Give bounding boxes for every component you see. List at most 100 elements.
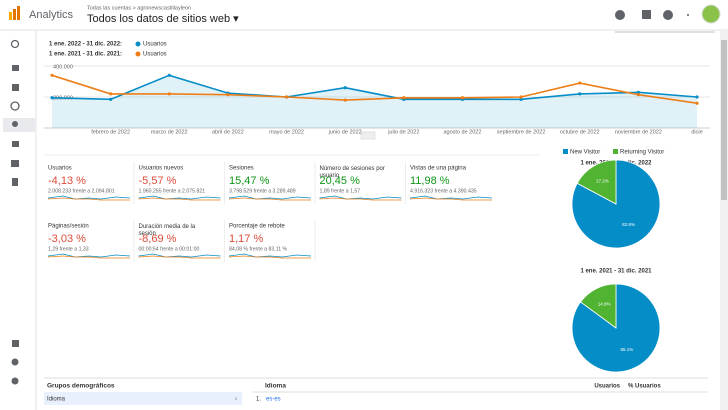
legend-swatch <box>563 149 568 154</box>
x-tick-label: octubre de 2022 <box>560 129 600 135</box>
x-tick-label: septiembre de 2022 <box>497 129 546 135</box>
selected-row[interactable] <box>44 392 242 405</box>
area <box>52 75 697 128</box>
metric-compare: 1,29 frente a 1,33 <box>48 246 89 252</box>
metric-change: -8,69 % <box>139 233 177 245</box>
slice-label: 17.2% <box>596 179 609 184</box>
sparkline <box>228 255 311 259</box>
point <box>109 97 113 101</box>
section-title: Grupos demográficos <box>47 383 115 390</box>
metric-compare: 00:00:54 frente a 00:01:00 <box>139 246 200 252</box>
metric-name[interactable]: Vistas de una página <box>410 166 467 172</box>
x-tick-label: mayo de 2022 <box>269 129 304 135</box>
legend-label: Returning Visitor <box>620 150 664 156</box>
point <box>167 92 171 96</box>
legend-swatch <box>135 51 141 57</box>
scroll-thumb[interactable] <box>721 40 727 200</box>
x-tick-label: junio de 2022 <box>328 129 362 135</box>
metric-change: 1,17 % <box>229 233 263 245</box>
point <box>578 92 582 96</box>
sparkline <box>47 253 131 258</box>
sparkline <box>409 195 493 200</box>
point <box>519 97 523 101</box>
metric-name[interactable]: Sesiones <box>229 166 254 172</box>
point <box>636 90 640 94</box>
metric-change: 15,47 % <box>229 175 270 187</box>
slice-label: 85.1% <box>621 347 634 352</box>
metric-name[interactable]: Usuarios nuevos <box>139 166 184 172</box>
sparkline <box>138 197 221 201</box>
x-tick-label: dicie <box>691 129 702 135</box>
breadcrumb[interactable]: Todas las cuentas > agronewscastillayleo… <box>87 5 191 11</box>
avatar[interactable] <box>701 4 721 24</box>
metric-name[interactable]: Número de sesiones por usuario <box>320 166 385 179</box>
sparkline <box>319 195 402 200</box>
sparkline <box>228 253 312 258</box>
legend-swatch <box>135 41 141 47</box>
date-box <box>615 31 715 33</box>
slice-label: 82.8% <box>622 222 635 227</box>
point <box>50 73 54 77</box>
point <box>636 93 640 97</box>
logo <box>9 6 20 20</box>
point <box>50 96 54 100</box>
row-index: 1. <box>256 397 261 403</box>
x-tick-label: julio de 2022 <box>387 129 419 135</box>
legend-swatch <box>613 149 618 154</box>
top-bar <box>0 0 728 30</box>
sparkline <box>47 197 130 201</box>
pie-slice <box>580 283 617 329</box>
slice-label: 14.9% <box>598 302 611 307</box>
metric-name[interactable]: Páginas/sesión <box>48 224 89 230</box>
point <box>402 96 406 100</box>
column-header: % Usuarios <box>628 384 661 390</box>
point <box>519 95 523 99</box>
metric-name[interactable]: Porcentaje de rebote <box>229 224 285 230</box>
metric-change: 20,45 % <box>320 175 361 187</box>
legend-label: Usuarios <box>143 42 167 48</box>
pie-slice <box>576 159 617 205</box>
app-name: Analytics <box>29 9 74 21</box>
help[interactable] <box>663 10 673 20</box>
row-label[interactable]: es-es <box>266 397 281 403</box>
metric-name[interactable]: Usuarios <box>48 166 72 172</box>
x-tick-label: agosto de 2022 <box>443 129 481 135</box>
metric-change: 11,98 % <box>410 175 450 187</box>
series-line <box>51 74 698 104</box>
series-line <box>51 74 698 101</box>
point <box>167 73 171 77</box>
dimension[interactable]: Idioma <box>47 397 66 403</box>
x-tick-label: marzo de 2022 <box>151 129 188 135</box>
pie-slice <box>571 159 661 249</box>
metric-change: -5,57 % <box>139 175 177 187</box>
chart-resize[interactable] <box>360 131 376 140</box>
menu[interactable] <box>687 14 689 16</box>
legend-label: Usuarios <box>143 52 167 58</box>
point <box>460 96 465 100</box>
metric-name[interactable]: Duración media de la sesión <box>139 224 196 237</box>
chevron: › <box>235 397 237 403</box>
sparkline <box>138 195 221 200</box>
column-header: Idioma <box>265 383 286 390</box>
metric-change: -4,13 % <box>48 175 86 187</box>
x-tick-label: noviembre de 2022 <box>615 129 662 135</box>
view-selector[interactable]: Todos los datos de sitios web ▾ <box>87 13 239 25</box>
legend-period: 1 ene. 2022 - 31 dic. 2022: <box>49 42 122 48</box>
apps[interactable] <box>642 10 651 19</box>
sparkline <box>319 197 402 201</box>
point <box>578 81 582 85</box>
column-header: Usuarios <box>594 384 620 390</box>
sparkline <box>138 255 221 259</box>
x-tick-label: febrero de 2022 <box>91 129 130 135</box>
sidebar-icons[interactable] <box>3 39 35 385</box>
legend-period: 1 ene. 2021 - 31 dic. 2021: <box>49 52 122 58</box>
sparkline <box>409 197 492 201</box>
metric-compare: 4.916.323 frente a 4.390.435 <box>410 188 477 194</box>
pie-title: 1 ene. 2021 - 31 dic. 2021 <box>580 269 652 275</box>
metric-compare: 1,89 frente a 1,57 <box>320 188 361 194</box>
point <box>695 101 699 105</box>
point <box>695 95 699 99</box>
legend-label: New Visitor <box>570 150 600 156</box>
point <box>226 93 230 97</box>
notifications[interactable] <box>615 10 625 20</box>
